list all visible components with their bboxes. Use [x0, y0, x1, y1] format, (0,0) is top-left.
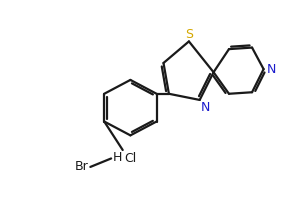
Text: H: H: [113, 151, 122, 164]
Text: S: S: [185, 28, 193, 41]
Text: N: N: [201, 101, 211, 114]
Text: Cl: Cl: [124, 152, 136, 165]
Text: N: N: [267, 63, 276, 76]
Text: Br: Br: [75, 160, 89, 173]
